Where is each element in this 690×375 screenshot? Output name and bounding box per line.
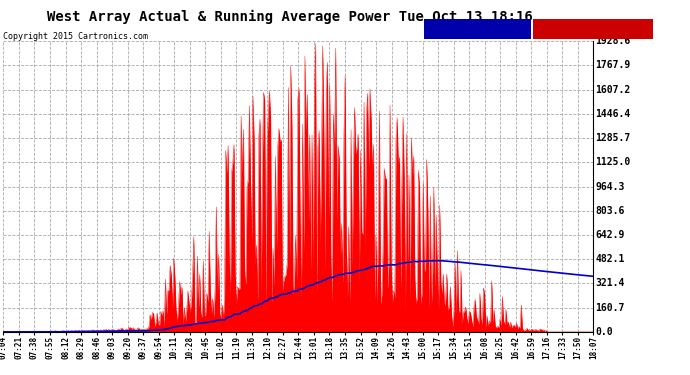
Text: 1928.6: 1928.6 <box>595 36 631 46</box>
Text: West Array  (DC Watts): West Array (DC Watts) <box>538 25 648 34</box>
Text: 803.6: 803.6 <box>595 206 625 216</box>
Text: Copyright 2015 Cartronics.com: Copyright 2015 Cartronics.com <box>3 32 148 41</box>
Text: 1285.7: 1285.7 <box>595 133 631 143</box>
Text: 964.3: 964.3 <box>595 182 625 192</box>
Text: 321.4: 321.4 <box>595 279 625 288</box>
Text: 1446.4: 1446.4 <box>595 109 631 119</box>
Text: 160.7: 160.7 <box>595 303 625 313</box>
Text: 1125.0: 1125.0 <box>595 158 631 167</box>
Text: 1607.2: 1607.2 <box>595 85 631 94</box>
Text: West Array Actual & Running Average Power Tue Oct 13 18:16: West Array Actual & Running Average Powe… <box>47 9 533 24</box>
Text: 482.1: 482.1 <box>595 254 625 264</box>
Text: 0.0: 0.0 <box>595 327 613 337</box>
Text: 1767.9: 1767.9 <box>595 60 631 70</box>
Text: Average  (DC Watts): Average (DC Watts) <box>431 25 525 34</box>
Text: 642.9: 642.9 <box>595 230 625 240</box>
